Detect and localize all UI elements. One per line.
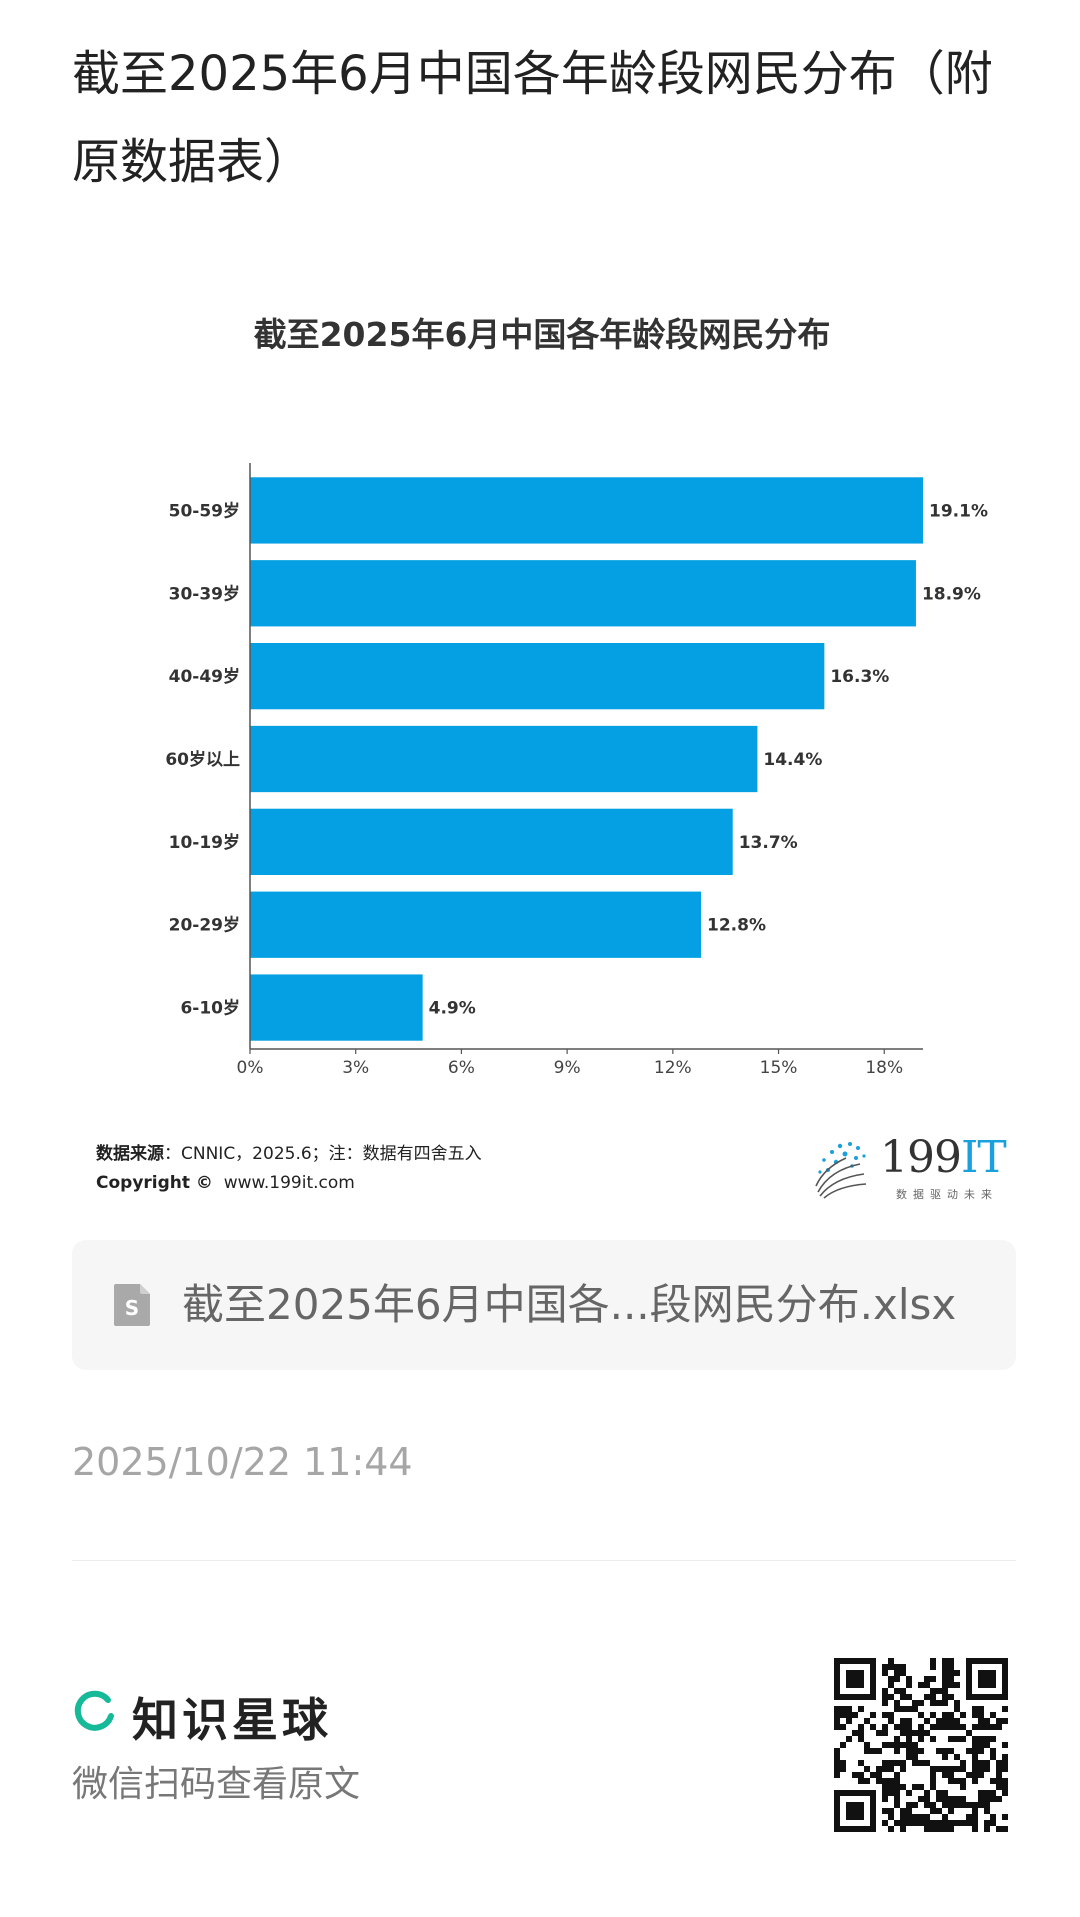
logo-199it: 199IT 数据驱动未来 bbox=[810, 1128, 1010, 1208]
data-label: 18.9% bbox=[922, 584, 981, 604]
bar-chart: 50-59岁 19.1% 30-39岁 18.9% 40-49岁 16.3% 60岁以上 14… bbox=[165, 463, 988, 1078]
bar bbox=[250, 477, 923, 544]
bar bbox=[250, 643, 825, 710]
post-timestamp: 2025/10/22 11:44 bbox=[72, 1440, 413, 1484]
x-tick-label: 15% bbox=[760, 1058, 798, 1078]
scan-hint: 微信扫码查看原文 bbox=[72, 1764, 361, 1805]
data-label: 19.1% bbox=[929, 501, 988, 521]
attachment-filename[interactable]: 截至2025年6月中国各...段网民分布.xlsx bbox=[182, 1280, 957, 1329]
source-text: ：CNNIC，2025.6；注：数据有四舍五入 bbox=[164, 1144, 482, 1164]
category-label: 20-29岁 bbox=[169, 915, 240, 936]
x-tick-label: 6% bbox=[448, 1058, 475, 1078]
zsxq-logo-icon bbox=[74, 1690, 114, 1731]
brand-name: 知识星球 bbox=[132, 1693, 332, 1747]
bar bbox=[250, 808, 733, 875]
category-label: 60岁以上 bbox=[165, 749, 240, 770]
qr-code[interactable] bbox=[834, 1658, 1008, 1832]
x-tick-label: 9% bbox=[554, 1058, 581, 1078]
spreadsheet-file-icon: S bbox=[114, 1284, 150, 1326]
category-label: 40-49岁 bbox=[169, 666, 240, 687]
copyright-label: Copyright © bbox=[96, 1173, 213, 1193]
x-tick-label: 18% bbox=[865, 1058, 903, 1078]
source-site: www.199it.com bbox=[223, 1173, 355, 1193]
chart-card: 截至2025年6月中国各年龄段网民分布 50-59岁 19.1% 30-39岁 18.… bbox=[72, 290, 1012, 1220]
dandelion-logo-icon bbox=[815, 1142, 867, 1199]
svg-text:S: S bbox=[125, 1296, 139, 1320]
bar bbox=[250, 560, 916, 627]
divider bbox=[72, 1560, 1016, 1561]
logo-tagline: 数据驱动未来 bbox=[896, 1188, 998, 1201]
data-label: 4.9% bbox=[429, 999, 476, 1019]
x-tick-label: 3% bbox=[342, 1058, 369, 1078]
category-label: 30-39岁 bbox=[169, 583, 240, 604]
source-label: 数据来源 bbox=[96, 1144, 164, 1164]
bar bbox=[250, 891, 702, 958]
bar bbox=[250, 974, 423, 1041]
chart-title: 截至2025年6月中国各年龄段网民分布 bbox=[253, 315, 831, 354]
logo-wordmark: 199IT bbox=[880, 1132, 1007, 1183]
attachment-card[interactable]: S 截至2025年6月中国各...段网民分布.xlsx bbox=[72, 1240, 1016, 1370]
data-label: 12.8% bbox=[707, 916, 766, 936]
x-tick-label: 0% bbox=[237, 1058, 264, 1078]
page-title: 截至2025年6月中国各年龄段网民分布（附原数据表） bbox=[72, 46, 993, 190]
bar bbox=[250, 725, 758, 793]
data-label: 14.4% bbox=[763, 750, 822, 770]
data-label: 16.3% bbox=[830, 667, 889, 687]
data-label: 13.7% bbox=[739, 833, 798, 853]
data-source: 数据来源：CNNIC，2025.6；注：数据有四舍五入 Copyright © … bbox=[96, 1140, 482, 1198]
category-label: 50-59岁 bbox=[169, 500, 240, 521]
category-label: 6-10岁 bbox=[180, 998, 240, 1019]
x-tick-label: 12% bbox=[654, 1058, 692, 1078]
category-label: 10-19岁 bbox=[169, 832, 240, 853]
